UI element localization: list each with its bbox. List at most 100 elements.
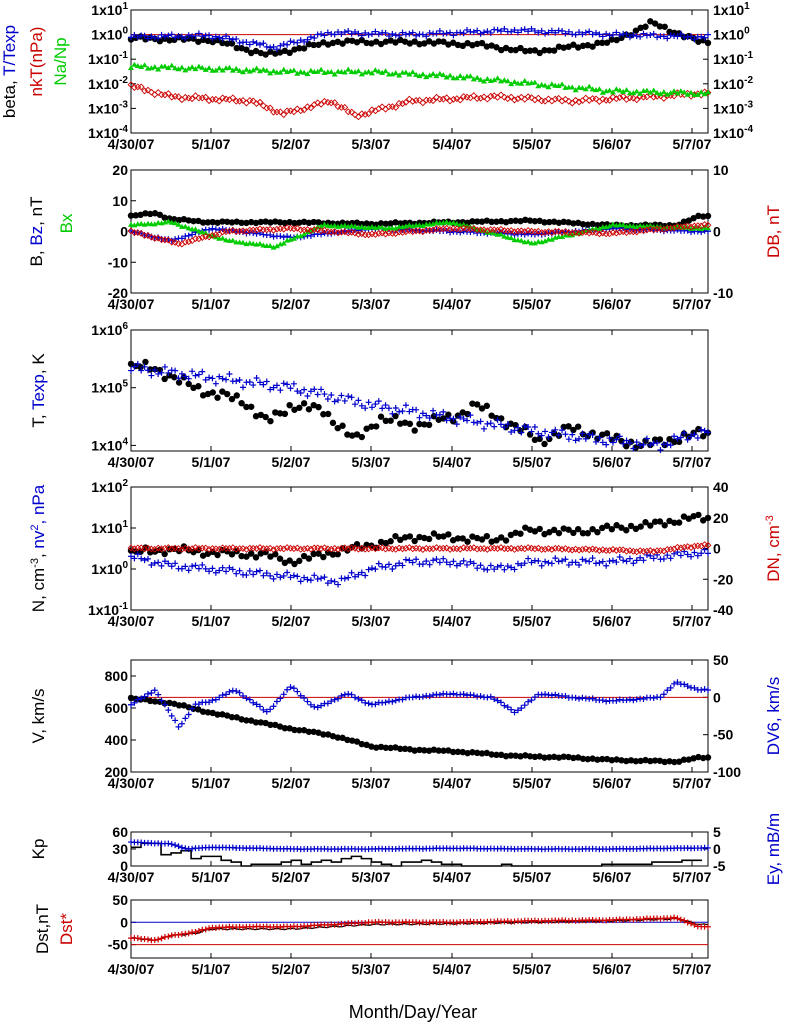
data-point: [585, 229, 593, 237]
data-point: [535, 558, 542, 565]
data-point: [494, 416, 501, 423]
y-tick-label-right: 1x100: [713, 26, 750, 43]
data-point: [512, 422, 519, 429]
y-axis-label: Kp: [29, 839, 48, 860]
data-point: [155, 35, 162, 42]
data-point: [419, 546, 427, 553]
data-point: [287, 38, 294, 45]
data-point: [512, 529, 519, 536]
data-point: [440, 408, 447, 415]
data-point: [498, 751, 505, 759]
data-point: [290, 235, 297, 241]
data-point: [694, 91, 701, 97]
data-point: [377, 220, 385, 227]
data-point: [304, 36, 311, 43]
data-point: [182, 563, 189, 570]
data-point: [642, 519, 649, 526]
data-point: [147, 697, 154, 705]
data-point: [680, 543, 688, 551]
data-point: [685, 515, 692, 522]
data-point: [387, 538, 394, 545]
data-point: [595, 547, 603, 555]
data-point: [273, 545, 281, 553]
data-point: [483, 217, 491, 224]
data-point: [413, 556, 420, 563]
series-t-texp: [128, 25, 711, 53]
data-point: [399, 408, 406, 415]
data-point: [392, 697, 399, 704]
data-point: [430, 221, 437, 227]
data-point: [168, 545, 176, 553]
data-point: [382, 230, 389, 238]
data-point: [592, 546, 600, 553]
data-point: [138, 63, 145, 69]
data-point: [263, 226, 271, 234]
data-point: [474, 74, 481, 80]
data-point: [280, 380, 287, 387]
y-tick-label: 60: [112, 824, 128, 840]
x-tick-label: 5/2/07: [272, 296, 311, 312]
panel-temperature: 4/30/07 5/1/07 5/2/07 5/3/07 5/4/07 5/5/07 5/6…: [91, 321, 711, 470]
data-point: [504, 563, 511, 570]
data-point: [521, 545, 529, 553]
y-tick-label: 0: [120, 224, 128, 240]
data-point: [440, 72, 447, 78]
data-point: [626, 555, 633, 562]
data-point: [484, 28, 491, 35]
data-point: [291, 219, 298, 227]
data-point: [250, 382, 257, 389]
data-point: [219, 692, 226, 699]
data-point: [164, 544, 172, 551]
data-point: [699, 213, 707, 220]
y-tick-label: 1x101: [91, 519, 128, 536]
data-point: [525, 423, 532, 430]
data-point: [151, 234, 159, 242]
data-point: [277, 924, 284, 931]
data-point: [377, 538, 385, 546]
data-point: [321, 32, 328, 39]
data-point: [144, 555, 151, 562]
data-point: [616, 87, 623, 93]
data-point: [698, 686, 705, 693]
data-point: [522, 752, 529, 759]
data-point: [637, 554, 644, 561]
data-point: [535, 430, 542, 437]
data-point: [456, 545, 464, 553]
data-point: [589, 695, 596, 702]
data-point: [430, 407, 437, 414]
data-point: [402, 544, 410, 552]
data-point: [661, 758, 668, 766]
data-point: [633, 696, 640, 703]
data-point: [219, 35, 226, 42]
data-point: [606, 435, 613, 442]
data-point: [705, 31, 711, 38]
data-point: [387, 220, 394, 227]
x-tick-label: 5/4/07: [433, 296, 472, 312]
data-point: [681, 917, 688, 924]
data-point: [172, 220, 179, 226]
data-point: [425, 421, 433, 429]
data-point: [175, 931, 182, 938]
data-point: [671, 433, 678, 440]
data-point: [488, 538, 495, 545]
data-point: [545, 84, 552, 90]
data-point: [175, 375, 182, 382]
data-point: [300, 545, 308, 553]
data-point: [464, 538, 471, 545]
data-point: [202, 230, 209, 236]
data-point: [457, 73, 464, 79]
x-tick-label: 5/3/07: [352, 454, 391, 470]
data-point: [192, 66, 199, 72]
data-point: [525, 698, 532, 705]
data-point: [542, 30, 549, 37]
data-point: [502, 752, 510, 760]
data-point: [435, 747, 442, 754]
data-point: [582, 545, 590, 553]
data-point: [560, 525, 567, 532]
data-point: [657, 91, 664, 97]
data-point: [456, 96, 464, 104]
data-point: [411, 38, 418, 45]
data-point: [609, 221, 616, 227]
data-point: [164, 90, 172, 97]
data-point: [536, 49, 543, 57]
